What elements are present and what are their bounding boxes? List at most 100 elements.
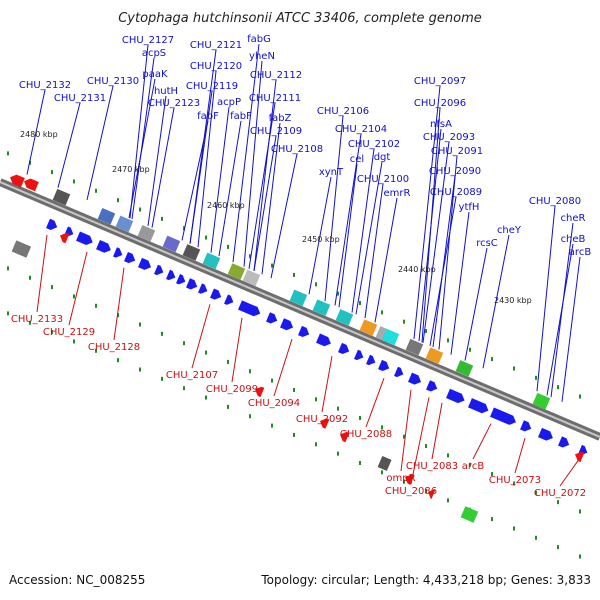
reverse-gene-label: CHU_2072 [534, 488, 586, 499]
forward-gene-label: CHU_2080 [529, 196, 581, 207]
leader-line [181, 120, 209, 241]
forward-gene-label: emrR [384, 188, 411, 199]
reverse-gene-arrow [10, 174, 25, 188]
forward-gene-arrow [138, 257, 152, 270]
leader-line [147, 95, 167, 226]
forward-gene-arrow [354, 349, 364, 361]
forward-gene-label: cheB [561, 234, 586, 245]
scale-label: 2460 kbp [207, 201, 245, 210]
forward-gene-label: dgt [374, 152, 391, 163]
gene-box [381, 328, 400, 346]
scale-label: 2470 kbp [112, 165, 150, 174]
gene-box [359, 319, 378, 336]
gene-box [405, 338, 424, 356]
leader-line [197, 70, 217, 248]
gene-box [115, 215, 134, 233]
leader-line [536, 205, 556, 392]
leader-line [131, 57, 155, 220]
reverse-gene-label: CHU_2092 [296, 414, 348, 425]
leader-line [261, 122, 281, 275]
forward-gene-arrow [520, 420, 532, 432]
leader-line [429, 196, 457, 346]
forward-gene-label: arcB [569, 247, 592, 258]
reverse-gene-arrow [320, 418, 330, 429]
leader-line [273, 338, 293, 397]
forward-gene-label: CHU_2104 [335, 124, 387, 135]
reverse-gene-label: CHU_2086 [385, 486, 437, 497]
reverse-gene-label: arcB [462, 461, 485, 472]
forward-gene-arrow [298, 325, 310, 338]
reverse-gene-label: CHU_2083 [406, 461, 458, 472]
gene-box [97, 207, 116, 225]
forward-gene-label: CHU_2119 [186, 81, 238, 92]
scale-label: 2480 kbp [20, 130, 58, 139]
reverse-gene-label: CHU_2128 [88, 342, 140, 353]
leader-line [210, 106, 230, 253]
reverse-gene-arrow [405, 474, 415, 485]
forward-gene-arrow [280, 318, 294, 331]
leader-line [365, 378, 385, 428]
forward-gene-label: yheN [249, 51, 275, 62]
gene-box [52, 188, 71, 206]
leader-line [374, 197, 398, 323]
forward-gene-arrow [468, 398, 489, 414]
leader-line [464, 247, 488, 361]
leader-lines [26, 43, 581, 487]
scale-label: 2430 kbp [494, 296, 532, 305]
reverse-gene-label: ompR [386, 473, 415, 484]
forward-gene-arrow [408, 372, 422, 385]
forward-gene-label: hutH [154, 86, 178, 97]
forward-gene-label: fabG [247, 34, 271, 45]
leader-line [450, 211, 470, 355]
forward-gene-label: CHU_2131 [54, 93, 106, 104]
leader-line [253, 135, 277, 272]
gene-box [202, 252, 221, 270]
leader-line [270, 153, 298, 279]
forward-gene-label: nfsA [430, 119, 452, 130]
gene-box [289, 289, 308, 307]
forward-gene-arrow [426, 380, 438, 392]
gene-track [10, 174, 588, 523]
reverse-gene-label: CHU_2129 [43, 327, 95, 338]
leader-line [431, 402, 443, 460]
forward-gene-label: CHU_2096 [414, 98, 466, 109]
leader-line [128, 78, 156, 218]
leader-line [482, 234, 510, 369]
forward-gene-arrow [558, 436, 570, 448]
leader-line [355, 161, 383, 315]
forward-gene-arrow [446, 388, 465, 404]
gene-box [242, 269, 261, 287]
forward-gene-label: cheR [561, 213, 586, 224]
forward-gene-arrow [238, 300, 261, 317]
scale-label: 2450 kbp [302, 235, 340, 244]
gene-box [335, 309, 354, 326]
gene-box [312, 299, 331, 316]
forward-gene-label: CHU_2102 [348, 139, 400, 150]
gene-box [137, 224, 156, 242]
forward-gene-arrow [210, 288, 222, 300]
forward-gene-arrow [378, 359, 390, 372]
forward-gene-label: cheY [497, 225, 522, 236]
leader-line [189, 90, 213, 244]
forward-gene-label: CHU_2100 [357, 174, 409, 185]
gene-box [11, 240, 32, 258]
forward-gene-label: fabF [197, 111, 219, 122]
gene-box [377, 455, 392, 471]
leader-line [248, 102, 276, 269]
reverse-gene-arrow [24, 178, 39, 192]
forward-gene-label: CHU_2130 [87, 76, 139, 87]
reverse-gene-arrow [428, 489, 436, 499]
leader-line [338, 163, 358, 308]
reverse-gene-arrow [575, 451, 585, 463]
forward-gene-arrow [538, 427, 553, 441]
forward-gene-label: CHU_2121 [190, 40, 242, 51]
leader-line [334, 133, 362, 306]
leader-line [418, 128, 442, 342]
leader-line [422, 141, 450, 343]
leader-line [26, 89, 46, 175]
leader-line [253, 79, 277, 272]
leader-line [410, 397, 430, 485]
forward-gene-arrow [266, 312, 278, 324]
leader-line [113, 267, 125, 341]
